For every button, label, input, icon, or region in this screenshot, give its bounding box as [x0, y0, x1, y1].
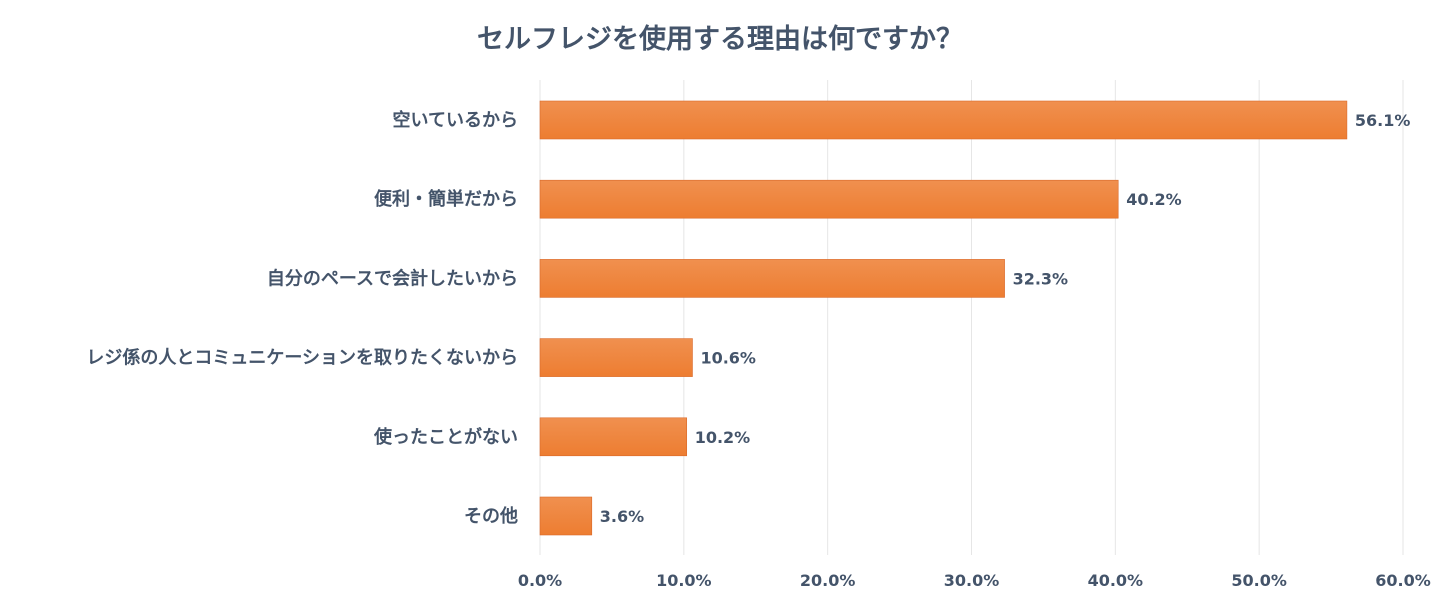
x-tick-label: 30.0%	[944, 571, 1000, 590]
data-label: 32.3%	[1013, 269, 1069, 288]
bar	[539, 496, 593, 536]
category-label: 使ったことがない	[373, 426, 518, 448]
bar	[539, 417, 688, 457]
bar	[539, 259, 1005, 298]
category-label: 自分のペースで会計したいから	[267, 267, 518, 289]
x-tick-label: 10.0%	[656, 571, 712, 590]
category-label: レジ係の人とコミュニケーションを取りたくないから	[86, 347, 518, 369]
category-label: 便利・簡単だから	[374, 188, 518, 210]
x-tick-label: 40.0%	[1088, 571, 1144, 590]
data-label: 3.6%	[600, 507, 644, 526]
data-label: 40.2%	[1126, 190, 1182, 209]
data-label: 10.6%	[700, 349, 756, 368]
x-tick-label: 60.0%	[1375, 571, 1431, 590]
x-tick-label: 0.0%	[518, 571, 562, 590]
x-tick-label: 20.0%	[800, 571, 856, 590]
chart-title: セルフレジを使用する理由は何ですか？	[477, 24, 963, 55]
bar	[539, 338, 693, 377]
data-label: 10.2%	[695, 428, 751, 447]
bar	[539, 100, 1348, 140]
category-label: その他	[464, 505, 518, 527]
bar	[539, 179, 1119, 219]
x-tick-label: 50.0%	[1231, 571, 1287, 590]
category-label: 空いているから	[393, 109, 518, 131]
data-label: 56.1%	[1355, 111, 1411, 130]
